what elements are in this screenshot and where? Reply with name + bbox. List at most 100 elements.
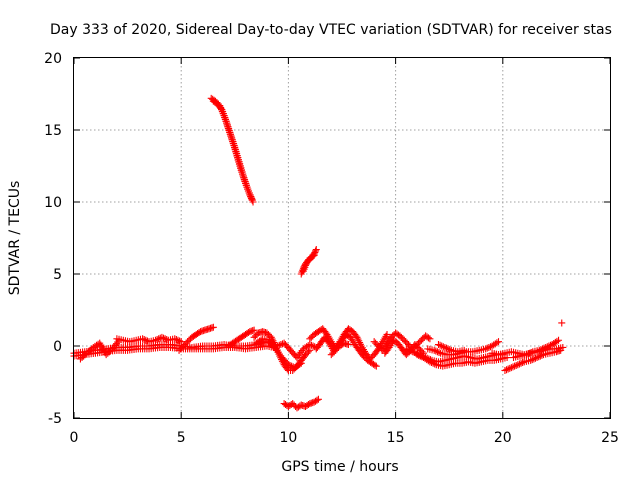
- data-point: [409, 348, 417, 356]
- data-point: [257, 336, 265, 344]
- data-point: [506, 364, 514, 372]
- data-point: [517, 359, 525, 367]
- data-point: [538, 351, 546, 359]
- data-point: [139, 335, 147, 343]
- data-point: [312, 246, 320, 254]
- data-point: [248, 195, 256, 203]
- x-axis-label: GPS time / hours: [281, 459, 398, 475]
- data-point: [533, 354, 541, 362]
- data-point: [402, 345, 410, 353]
- data-point: [509, 363, 517, 371]
- x-tick-label: 0: [70, 430, 79, 446]
- data-point: [286, 361, 294, 369]
- data-point: [177, 338, 185, 346]
- data-point: [304, 348, 312, 356]
- x-tick-label: 10: [279, 430, 297, 446]
- data-point: [557, 346, 565, 354]
- data-point: [538, 345, 546, 353]
- x-tick-label: 20: [494, 430, 512, 446]
- data-point: [344, 341, 352, 349]
- data-point: [284, 361, 292, 369]
- data-point: [443, 344, 451, 352]
- data-point: [354, 335, 362, 343]
- chart-title: Day 333 of 2020, Sidereal Day-to-day VTE…: [50, 22, 612, 38]
- data-point: [274, 342, 282, 350]
- data-point: [142, 336, 150, 344]
- data-point: [153, 336, 161, 344]
- data-point: [428, 359, 436, 367]
- data-point: [296, 360, 304, 368]
- data-point: [526, 349, 534, 357]
- y-tick-label: -5: [48, 411, 62, 427]
- data-point: [528, 356, 536, 364]
- data-point: [543, 343, 551, 351]
- data-point: [444, 345, 452, 353]
- data-point: [519, 359, 527, 367]
- data-point: [151, 336, 159, 344]
- y-tick-label: 15: [44, 123, 62, 139]
- data-point: [434, 341, 442, 349]
- y-tick-label: 20: [44, 51, 62, 67]
- grid-lines: [74, 58, 610, 418]
- data-point: [522, 351, 530, 359]
- data-point: [372, 362, 380, 370]
- data-point: [161, 335, 169, 343]
- plot-frame: [73, 57, 611, 419]
- data-point: [511, 362, 519, 370]
- data-point: [310, 251, 318, 259]
- data-point: [545, 342, 553, 350]
- data-point: [174, 336, 182, 344]
- data-point: [530, 355, 538, 363]
- data-point: [406, 346, 414, 354]
- data-point: [535, 346, 543, 354]
- data-point: [430, 346, 438, 354]
- data-point: [140, 336, 148, 344]
- x-tick-label: 5: [177, 430, 186, 446]
- data-point: [355, 337, 363, 345]
- y-tick-label: 10: [44, 195, 62, 211]
- data-point: [435, 348, 443, 356]
- data-point: [558, 319, 566, 327]
- y-tick-label: 5: [53, 267, 62, 283]
- data-point: [536, 352, 544, 360]
- data-point: [313, 396, 321, 404]
- data-point: [507, 364, 515, 372]
- data-point: [415, 351, 423, 359]
- data-point: [524, 350, 532, 358]
- data-points: [70, 94, 567, 412]
- data-point: [404, 346, 412, 354]
- data-point: [503, 366, 511, 374]
- data-point: [527, 348, 535, 356]
- data-point: [407, 347, 415, 355]
- data-point: [441, 343, 449, 351]
- data-point: [371, 361, 379, 369]
- data-point: [460, 346, 468, 354]
- data-point: [446, 346, 454, 354]
- data-point: [209, 323, 217, 331]
- data-point: [250, 326, 258, 334]
- data-point: [275, 341, 283, 349]
- x-tick-labels: 0 5 10 15 20 25: [70, 430, 619, 446]
- data-point: [436, 341, 444, 349]
- data-point: [297, 359, 305, 367]
- data-point: [279, 340, 287, 348]
- x-tick-label: 15: [387, 430, 405, 446]
- data-point: [485, 343, 493, 351]
- data-point: [493, 339, 501, 347]
- data-point: [383, 330, 391, 338]
- data-point: [314, 395, 322, 403]
- data-point: [429, 359, 437, 367]
- data-point: [514, 361, 522, 369]
- data-point: [353, 333, 361, 341]
- data-point: [155, 335, 163, 343]
- y-tick-label: 0: [53, 339, 62, 355]
- data-point: [413, 351, 421, 359]
- data-point: [482, 345, 490, 353]
- data-point: [176, 337, 184, 345]
- data-point: [527, 356, 535, 364]
- data-point: [431, 360, 439, 368]
- data-point: [424, 334, 432, 342]
- data-point: [426, 358, 434, 366]
- axis-ticks: [73, 57, 611, 419]
